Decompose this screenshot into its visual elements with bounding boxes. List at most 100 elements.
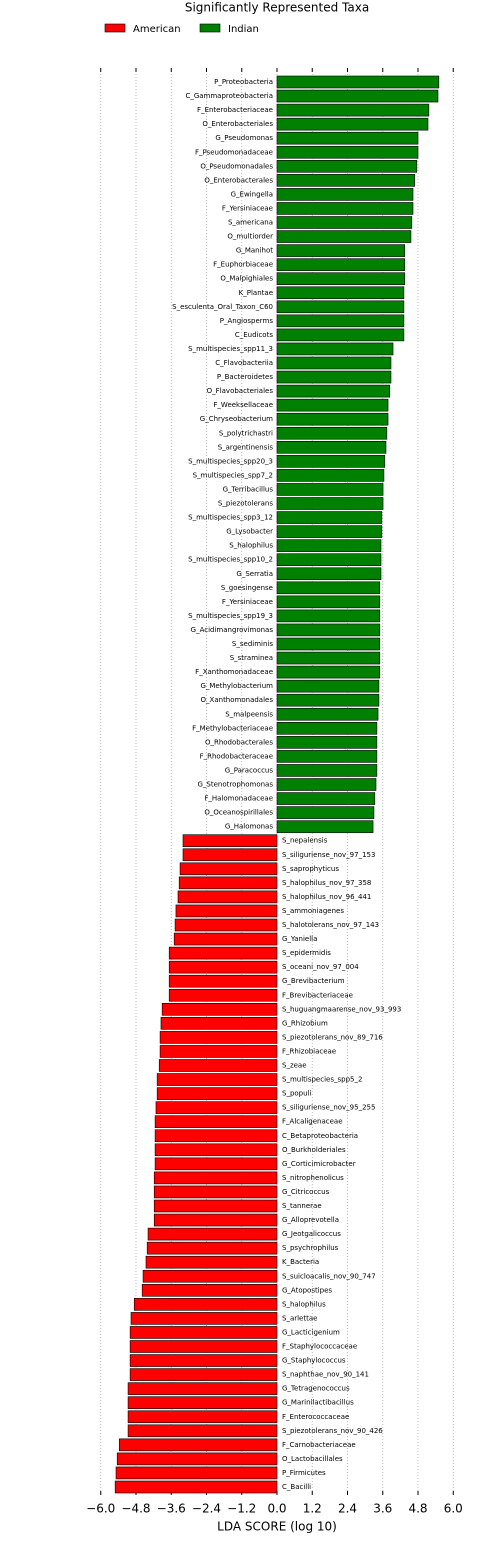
category-label: O_Xanthomonadales xyxy=(201,696,274,704)
bar xyxy=(276,202,414,215)
bar xyxy=(276,342,394,356)
bar xyxy=(153,1213,278,1227)
bar xyxy=(276,117,429,131)
bar xyxy=(147,1227,278,1241)
category-label: O_Lactobacillales xyxy=(282,1455,343,1463)
x-tick-label: 1.2 xyxy=(303,1502,322,1516)
category-label: S_straminea xyxy=(230,654,273,662)
category-label: G_Atopostipes xyxy=(282,1286,332,1294)
category-label: G_Stenotrophomonas xyxy=(197,781,273,789)
bar xyxy=(153,1185,278,1199)
category-label: S_naphthae_nov_90_141 xyxy=(282,1371,369,1379)
bar xyxy=(276,525,383,538)
category-label: G_Lacticigenium xyxy=(282,1328,340,1336)
category-label: G_Yaniella xyxy=(282,935,317,943)
category-label: S_multispecies_spp19_3 xyxy=(188,612,273,620)
legend-label: Indian xyxy=(228,24,259,35)
x-axis-label: LDA SCORE (log 10) xyxy=(217,1520,337,1534)
category-label: G_Rhizobium xyxy=(282,1019,328,1027)
category-label: F_Rhizobiaceae xyxy=(282,1047,336,1055)
category-label: G_Pseudomonas xyxy=(215,134,273,142)
category-label: S_nepalensis xyxy=(282,837,328,845)
bar xyxy=(173,932,278,946)
bar xyxy=(153,1199,278,1213)
category-label: G_Manihot xyxy=(236,247,273,255)
bar xyxy=(141,1284,278,1297)
bar xyxy=(276,356,392,370)
bar xyxy=(129,1354,278,1367)
category-label: O_multiorder xyxy=(227,233,273,241)
bar xyxy=(276,131,419,145)
category-label: G_Jeotgalicoccus xyxy=(282,1230,341,1238)
legend-label: American xyxy=(133,24,181,35)
category-label: S_esculenta_Oral_Taxon_C60 xyxy=(172,303,273,311)
bar xyxy=(146,1241,278,1255)
bar xyxy=(276,553,382,567)
bar xyxy=(276,272,406,286)
category-label: S_siliguriense_nov_97_153 xyxy=(282,851,375,859)
category-label: G_Tetragenococcus xyxy=(282,1385,350,1393)
bar xyxy=(182,848,278,862)
bar xyxy=(133,1298,278,1311)
bar xyxy=(276,174,416,187)
bar xyxy=(179,862,278,876)
bar xyxy=(276,426,388,440)
bar xyxy=(155,1101,278,1114)
category-label: S_halophilus_nov_96_441 xyxy=(282,893,371,901)
category-label: S_multispecies_spp20_3 xyxy=(188,457,273,465)
category-label: P_Bacteroidetes xyxy=(217,373,273,381)
bar xyxy=(118,1438,278,1452)
category-label: G_Ewingella xyxy=(231,190,273,198)
category-label: S_suicloacalis_nov_90_747 xyxy=(282,1272,376,1280)
category-label: G_Serratia xyxy=(236,570,273,578)
bar xyxy=(276,721,378,735)
bar xyxy=(276,792,376,805)
x-tick-label: 4.8 xyxy=(408,1502,427,1516)
category-label: F_Enterococcaceae xyxy=(282,1413,349,1421)
bar xyxy=(145,1255,278,1269)
category-label: S_multispecies_spp5_2 xyxy=(282,1076,362,1084)
category-label: G_Terribacillus xyxy=(223,485,274,493)
category-label: P_Angiosperms xyxy=(220,317,274,325)
bar xyxy=(276,398,389,412)
bar xyxy=(276,230,412,243)
bar xyxy=(115,1466,278,1480)
category-label: S_polytrichastri xyxy=(219,429,273,437)
category-label: F_Alcaligenaceae xyxy=(282,1118,343,1126)
category-label: C_Eudicots xyxy=(235,331,274,339)
category-label: F_Weeksellaceae xyxy=(213,401,273,409)
category-label: S_zeae xyxy=(282,1062,307,1070)
bar xyxy=(276,384,391,398)
bar xyxy=(276,188,414,201)
category-label: O_Malpighiales xyxy=(220,275,273,283)
category-label: C_Gammaproteobacteria xyxy=(185,92,273,100)
category-label: F_Yersiniaceae xyxy=(222,598,273,606)
bar xyxy=(154,1115,278,1128)
category-label: S_argentinensis xyxy=(218,443,274,451)
category-label: O_Rhodobacterales xyxy=(205,738,273,746)
bar xyxy=(276,455,386,468)
bar xyxy=(276,483,384,496)
category-label: F_Methylobacteriaceae xyxy=(192,724,273,732)
category-label: F_Pseudomonadaceae xyxy=(195,148,273,156)
bar xyxy=(276,693,380,707)
bar xyxy=(154,1143,278,1157)
category-label: S_multispecies_spp7_2 xyxy=(193,471,273,479)
bar xyxy=(168,960,278,974)
category-label: F_Staphylococcaceae xyxy=(282,1343,357,1351)
bar xyxy=(156,1073,278,1086)
category-label: G_Lysobacter xyxy=(226,528,273,536)
bar xyxy=(156,1087,278,1100)
bar xyxy=(276,244,406,257)
bar xyxy=(276,595,381,609)
x-tick-label: 6.0 xyxy=(444,1502,463,1516)
category-label: S_piezotolerans_nov_89_716 xyxy=(282,1033,383,1041)
category-label: G_Marinilactibacillus xyxy=(282,1399,354,1407)
category-label: G_Halomonas xyxy=(225,823,274,831)
category-label: P_Proteobacteria xyxy=(214,78,273,86)
category-label: S_multispecies_spp3_12 xyxy=(188,514,273,522)
x-tick-label: 3.6 xyxy=(373,1502,392,1516)
category-label: S_multispecies_spp11_3 xyxy=(188,345,273,353)
bar xyxy=(158,1059,278,1072)
x-tick-label: 0.0 xyxy=(267,1502,286,1516)
